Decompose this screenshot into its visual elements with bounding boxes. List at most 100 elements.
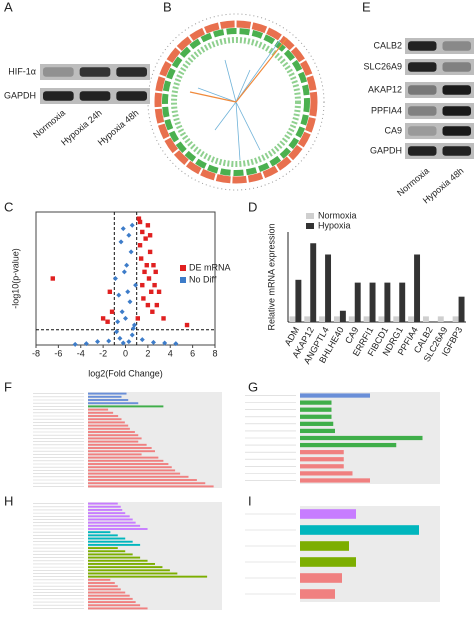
bar — [300, 442, 397, 448]
point — [153, 269, 158, 275]
point — [151, 263, 156, 268]
bar — [414, 254, 421, 322]
plot-panel — [300, 506, 440, 602]
bar — [300, 400, 332, 405]
point — [140, 282, 145, 288]
plot-panel — [88, 502, 222, 610]
blot-band — [442, 126, 471, 136]
bar — [88, 475, 189, 478]
bar — [88, 553, 133, 556]
point — [123, 315, 128, 321]
blot-band — [43, 91, 74, 101]
point — [156, 289, 162, 294]
circos-ring — [154, 20, 318, 184]
bar — [319, 316, 326, 322]
circos-ring — [162, 28, 310, 176]
legend-label: Normoxia — [318, 210, 357, 220]
bar — [88, 395, 122, 398]
bar — [333, 316, 340, 322]
point — [137, 219, 143, 225]
point — [135, 316, 141, 321]
point — [141, 296, 146, 301]
point — [152, 282, 157, 288]
row-label: GAPDH — [4, 90, 36, 100]
point — [121, 269, 127, 275]
blot-band — [442, 62, 471, 72]
bar — [88, 512, 126, 515]
bar — [88, 588, 121, 591]
point — [144, 263, 149, 268]
point — [146, 276, 152, 281]
row-label: PPFIA4 — [371, 105, 402, 115]
bar — [354, 282, 361, 322]
blot-band — [79, 67, 111, 77]
bar — [88, 456, 159, 459]
bar — [363, 316, 370, 322]
bar — [88, 459, 164, 462]
circos-links — [197, 39, 281, 161]
point — [117, 335, 123, 341]
blot-band — [442, 106, 471, 116]
point — [120, 226, 126, 232]
bar — [422, 316, 429, 322]
bar — [369, 282, 376, 322]
bar — [88, 537, 126, 540]
bar — [393, 316, 400, 322]
panel-label: B — [163, 0, 172, 14]
bar — [88, 572, 178, 575]
blot-band — [408, 41, 437, 51]
bar — [88, 540, 133, 543]
point — [150, 309, 155, 314]
point — [105, 319, 110, 324]
bar — [88, 434, 139, 437]
bar — [88, 601, 136, 604]
point — [128, 249, 134, 255]
circos-ring — [171, 37, 301, 167]
blot-band — [442, 85, 471, 95]
bar — [88, 505, 121, 508]
bar — [300, 471, 353, 476]
bar — [88, 594, 130, 597]
point — [115, 319, 121, 325]
x-tick-label: 8 — [212, 348, 217, 358]
y-axis-label: Relative mRNA expression — [266, 223, 276, 330]
x-tick-label: -8 — [32, 348, 40, 358]
bar — [88, 463, 169, 465]
bar — [310, 243, 317, 322]
point — [173, 341, 179, 347]
panel-label: I — [248, 493, 252, 508]
bar — [452, 316, 459, 322]
bar — [88, 440, 139, 443]
bar — [300, 589, 335, 599]
blot-band — [116, 91, 147, 101]
point — [139, 337, 145, 343]
point — [130, 325, 136, 331]
bar — [88, 472, 181, 475]
bar — [88, 466, 172, 469]
blot-band — [116, 67, 147, 77]
point — [154, 302, 160, 308]
x-tick-label: -2 — [99, 348, 107, 358]
bar — [88, 424, 129, 427]
bar — [88, 524, 141, 527]
bar — [304, 316, 311, 322]
bar — [88, 447, 152, 449]
circos-plot — [147, 13, 325, 191]
bar — [300, 428, 335, 434]
bar — [88, 485, 214, 488]
bar — [88, 575, 208, 578]
y-axis-label: -log10(p-value) — [10, 248, 20, 309]
row-label: AKAP12 — [368, 84, 402, 94]
bar — [300, 435, 423, 441]
bar — [88, 559, 148, 562]
bar — [300, 450, 344, 455]
bar — [88, 597, 133, 600]
bar — [437, 316, 444, 322]
x-tick-label: 4 — [168, 348, 173, 358]
panel-label: H — [4, 493, 13, 508]
point — [129, 332, 135, 338]
x-tick-label: 6 — [190, 348, 195, 358]
bar — [88, 402, 139, 405]
legend-swatch — [180, 277, 186, 283]
